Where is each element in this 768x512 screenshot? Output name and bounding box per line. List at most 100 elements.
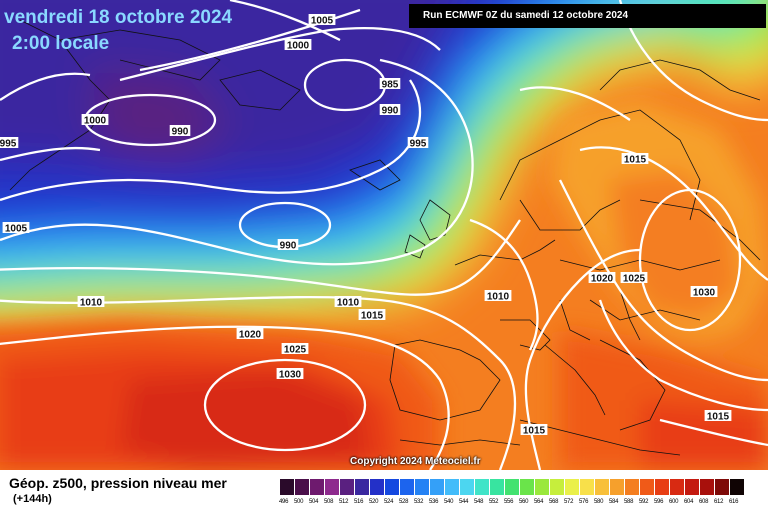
- scale-label: 600: [669, 499, 679, 505]
- isobar-label-bg: [358, 309, 386, 320]
- scale-swatch: 508: [324, 479, 340, 505]
- scale-label: 584: [609, 499, 619, 505]
- scale-label: 528: [399, 499, 409, 505]
- isobar-label: 995: [410, 139, 427, 150]
- coastlines: [9, 19, 761, 456]
- geopotential-field: 1005 1000 985 990 1000 990 995 995 1015 1005 990 10…: [0, 0, 768, 470]
- scale-label: 608: [699, 499, 709, 505]
- isobar-label: 1015: [361, 311, 384, 322]
- isobar-label-bg: [690, 286, 718, 297]
- isobar-label: 990: [382, 106, 399, 117]
- color-scale: 496 500 504 508 512 516 520 524 528 532 536 540 544 5…: [279, 479, 745, 505]
- isobar-label-bg: [284, 39, 312, 50]
- scale-swatch: 608: [699, 479, 715, 505]
- isobar-label: 1015: [523, 426, 546, 437]
- isobar-label: 1000: [287, 41, 310, 52]
- scale-label: 540: [444, 499, 454, 505]
- isobar-label-bg: [484, 290, 512, 301]
- scale-swatch: 504: [309, 479, 325, 505]
- run-info: Run ECMWF 0Z du samedi 12 octobre 2024: [409, 4, 766, 28]
- isobar-label: 1025: [623, 274, 646, 285]
- scale-label: 568: [549, 499, 559, 505]
- scale-swatch: 564: [534, 479, 550, 505]
- scale-label: 508: [324, 499, 334, 505]
- scale-swatch: 512: [339, 479, 355, 505]
- isobar-labels: 1005 1000 985 990 1000 990 995 995 1015 1005 990 10…: [0, 14, 732, 437]
- scale-label: 552: [489, 499, 499, 505]
- scale-swatch: 568: [549, 479, 565, 505]
- scale-swatch: 500: [294, 479, 310, 505]
- scale-swatch: 540: [444, 479, 460, 505]
- scale-swatch: 576: [579, 479, 595, 505]
- isobar-label-bg: [407, 137, 429, 148]
- isobar-label: 990: [172, 127, 189, 138]
- scale-swatch: 524: [384, 479, 400, 505]
- scale-label: 504: [309, 499, 319, 505]
- scale-label: 588: [624, 499, 634, 505]
- isobar-label-bg: [308, 14, 336, 25]
- scale-label: 516: [354, 499, 364, 505]
- isobar-label: 1010: [337, 298, 360, 309]
- scale-label: 616: [729, 499, 739, 505]
- scale-swatch: 588: [624, 479, 640, 505]
- scale-swatch: 560: [519, 479, 535, 505]
- scale-label: 524: [384, 499, 394, 505]
- scale-swatch: 612: [714, 479, 730, 505]
- scale-label: 500: [294, 499, 304, 505]
- scale-label: 572: [564, 499, 574, 505]
- isobar-label-bg: [379, 104, 401, 115]
- isobar-label: 1030: [279, 370, 302, 381]
- scale-swatch: 556: [504, 479, 520, 505]
- isobar-label-bg: [704, 410, 732, 421]
- scale-swatch: 528: [399, 479, 415, 505]
- isobar-label-bg: [520, 424, 548, 435]
- legend-bar: Géop. z500, pression niveau mer (+144h) …: [0, 470, 768, 512]
- scale-swatch: 592: [639, 479, 655, 505]
- scale-label: 604: [684, 499, 694, 505]
- legend-title: Géop. z500, pression niveau mer: [9, 475, 227, 491]
- isobar-label-bg: [77, 296, 105, 307]
- scale-label: 544: [459, 499, 469, 505]
- isobar-label-bg: [81, 114, 109, 125]
- isobar-label-bg: [169, 125, 191, 136]
- scale-swatch: 548: [474, 479, 490, 505]
- scale-label: 592: [639, 499, 649, 505]
- scale-label: 560: [519, 499, 529, 505]
- isobar-label: 1000: [84, 116, 107, 127]
- isobar-label-bg: [334, 296, 362, 307]
- scale-swatch: 584: [609, 479, 625, 505]
- isobar-label-bg: [277, 239, 299, 250]
- isobar-label: 1015: [707, 412, 730, 423]
- scale-swatch: 616: [729, 479, 745, 505]
- isobar-label-bg: [620, 272, 648, 283]
- scale-swatch: 572: [564, 479, 580, 505]
- scale-label: 532: [414, 499, 424, 505]
- scale-label: 576: [579, 499, 589, 505]
- isobar-label: 1005: [311, 16, 334, 27]
- scale-label: 548: [474, 499, 484, 505]
- scale-swatch: 496: [279, 479, 295, 505]
- isobar-label-bg: [379, 78, 401, 89]
- isobar-label-bg: [276, 368, 304, 379]
- scale-label: 556: [504, 499, 514, 505]
- scale-swatch: 536: [429, 479, 445, 505]
- isobar-label-bg: [281, 343, 309, 354]
- scale-label: 580: [594, 499, 604, 505]
- isobar-label-bg: [588, 272, 616, 283]
- scale-swatch: 532: [414, 479, 430, 505]
- scale-swatch: 516: [354, 479, 370, 505]
- valid-time: 2:00 locale: [12, 33, 110, 54]
- isobar-label: 1010: [487, 292, 510, 303]
- scale-label: 520: [369, 499, 379, 505]
- scale-label: 536: [429, 499, 439, 505]
- scale-swatch: 600: [669, 479, 685, 505]
- scale-label: 496: [279, 499, 289, 505]
- valid-date: vendredi 18 octobre 2024: [4, 7, 233, 28]
- scale-label: 612: [714, 499, 724, 505]
- isobar-label: 1020: [591, 274, 614, 285]
- isobar-label: 1020: [239, 330, 262, 341]
- isobar-label: 1030: [693, 288, 716, 299]
- scale-label: 596: [654, 499, 664, 505]
- isobar-label: 1005: [5, 224, 28, 235]
- scale-swatch: 544: [459, 479, 475, 505]
